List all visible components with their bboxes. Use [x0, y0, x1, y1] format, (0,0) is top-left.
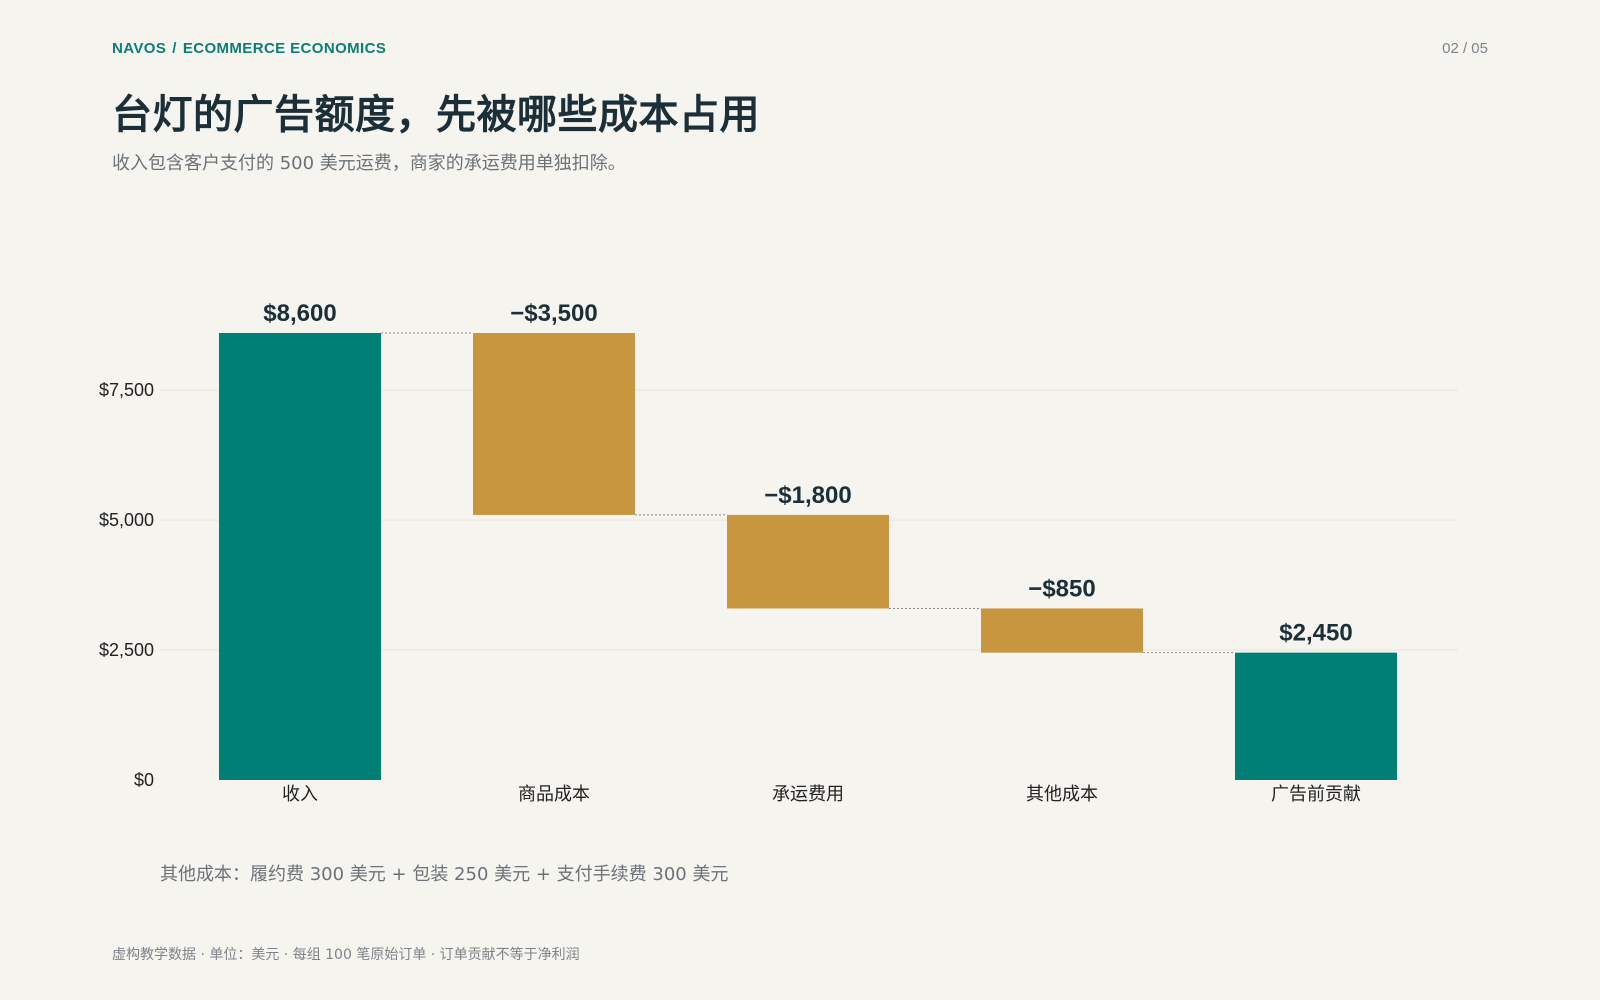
category-label: 广告前贡献	[1271, 784, 1361, 805]
other-costs-note: 其他成本：履约费 300 美元 + 包装 250 美元 + 支付手续费 300 …	[160, 864, 729, 885]
bar-total	[219, 333, 381, 780]
breadcrumb: NAVOS / ECOMMERCE ECONOMICS	[112, 40, 386, 57]
page-title: 台灯的广告额度，先被哪些成本占用	[112, 92, 760, 138]
y-tick-label: $0	[134, 770, 154, 790]
category-label: 其他成本	[1026, 784, 1098, 805]
value-label: −$850	[1028, 575, 1095, 602]
category-label: 商品成本	[518, 784, 590, 805]
bar-decrease	[981, 608, 1143, 653]
category-label: 收入	[282, 784, 318, 805]
bar-total	[1235, 652, 1397, 780]
value-label: $2,450	[1279, 620, 1352, 647]
page-subtitle: 收入包含客户支付的 500 美元运费，商家的承运费用单独扣除。	[112, 153, 626, 174]
footer-note: 虚构教学数据 · 单位：美元 · 每组 100 笔原始订单 · 订单贡献不等于净…	[112, 947, 580, 963]
y-tick-label: $2,500	[99, 640, 154, 660]
value-label: −$3,500	[510, 300, 597, 327]
breadcrumb-separator: /	[172, 40, 177, 57]
y-tick-label: $5,000	[99, 510, 154, 530]
value-label: −$1,800	[764, 482, 851, 509]
bar-decrease	[727, 514, 889, 609]
page-indicator: 02 / 05	[1442, 40, 1488, 57]
bar-decrease	[473, 333, 635, 515]
breadcrumb-brand: NAVOS	[112, 40, 167, 57]
y-tick-label: $7,500	[99, 380, 154, 400]
breadcrumb-section: ECOMMERCE ECONOMICS	[182, 40, 387, 57]
category-label: 承运费用	[772, 784, 844, 805]
value-label: $8,600	[263, 300, 336, 327]
